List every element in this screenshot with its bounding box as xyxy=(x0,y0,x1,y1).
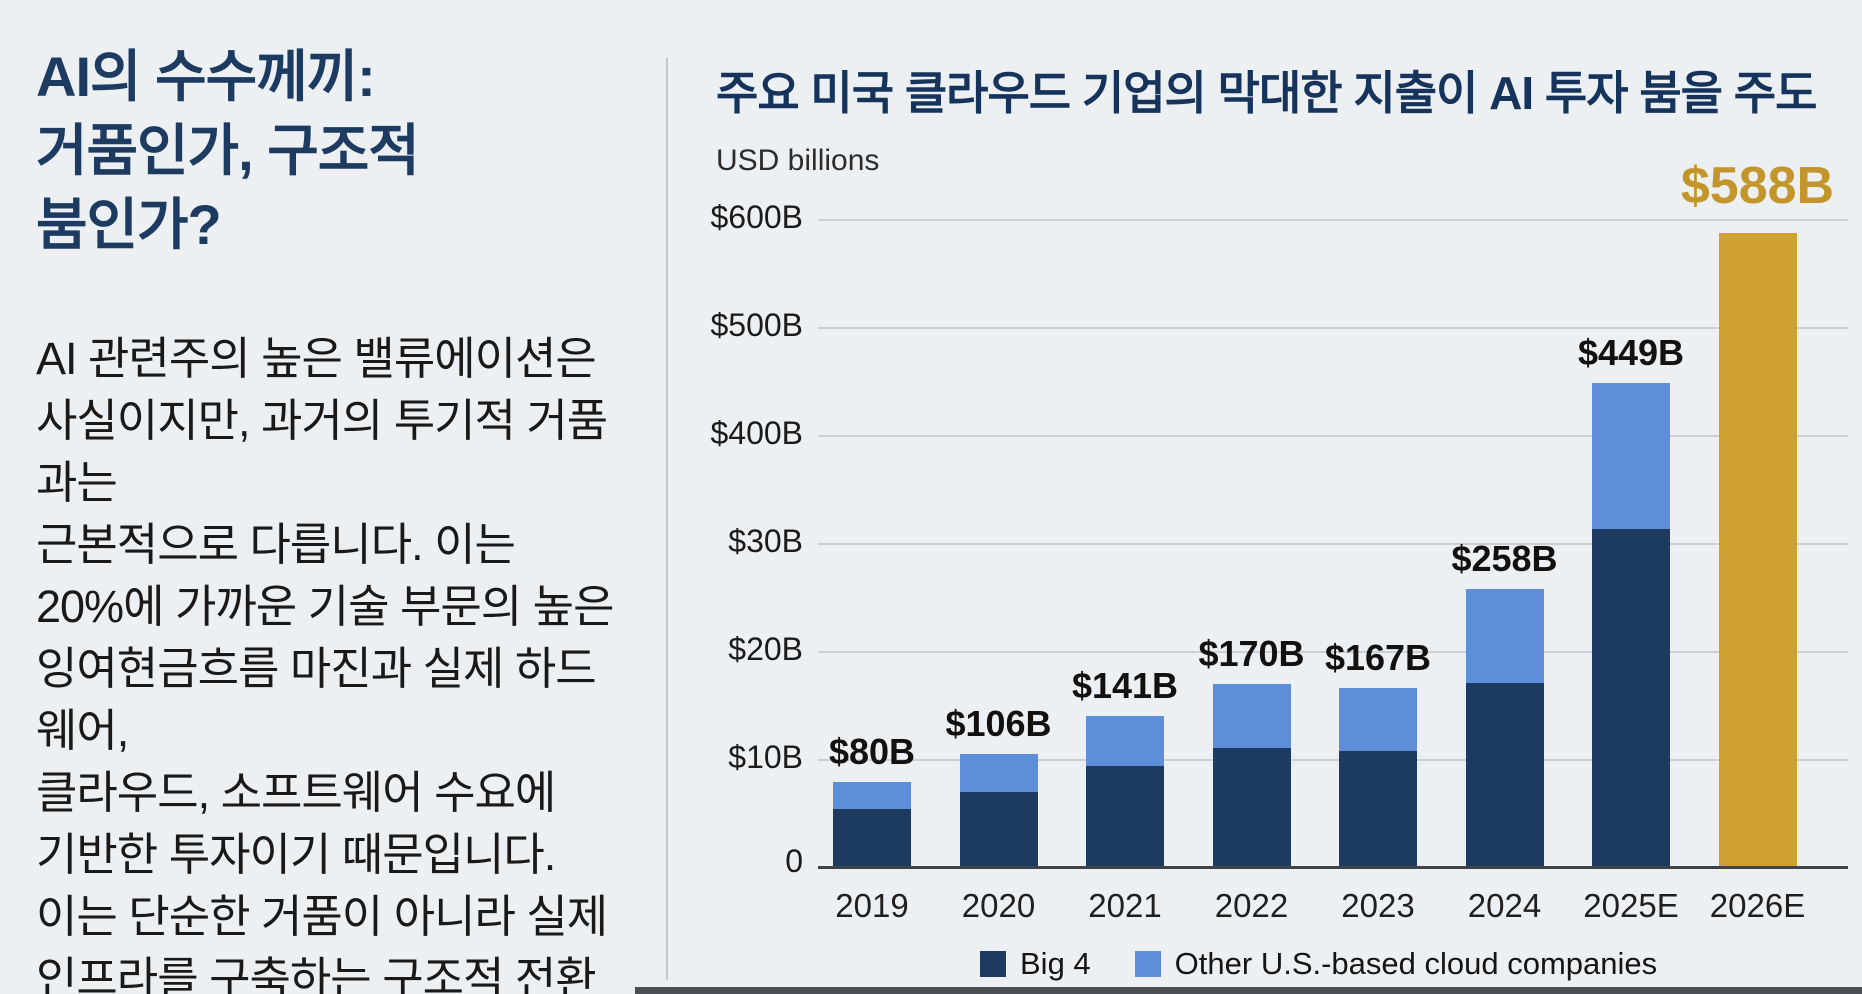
y-tick-label: $30B xyxy=(728,523,803,559)
x-tick-label-2025E: 2025E xyxy=(1583,887,1679,924)
legend-item-big4: Big 4 xyxy=(980,946,1091,982)
bar-segment-other-2021 xyxy=(1086,715,1164,767)
legend-swatch-big4 xyxy=(980,951,1006,977)
bar-segment-big4-2023 xyxy=(1339,751,1417,868)
legend-swatch-other-cloud xyxy=(1134,951,1161,977)
gridline-200 xyxy=(818,651,1848,653)
bar-segment-forecast-2026E xyxy=(1718,232,1797,868)
vertical-divider xyxy=(666,58,668,980)
bar-value-label-2022: $170B xyxy=(1198,633,1305,675)
bar-2025E xyxy=(1592,383,1670,868)
bar-segment-other-2019 xyxy=(833,781,911,809)
bar-segment-other-2023 xyxy=(1339,687,1417,752)
x-tick-label-2022: 2022 xyxy=(1214,887,1289,924)
bar-segment-big4-2020 xyxy=(959,792,1038,868)
bar-2020 xyxy=(959,753,1038,868)
bar-value-label-2025E: $449B xyxy=(1577,332,1685,374)
y-tick-zero: 0 xyxy=(785,843,803,879)
y-tick-label: $500B xyxy=(710,307,803,343)
legend-label-big4: Big 4 xyxy=(1020,946,1091,981)
chart-legend: Big 4 Other U.S.-based cloud companies xyxy=(980,946,1657,982)
gridline-500 xyxy=(818,327,1848,329)
y-tick-label: $600B xyxy=(710,199,803,235)
bottom-edge-strip xyxy=(635,987,1862,994)
x-tick-label-2021: 2021 xyxy=(1088,887,1162,924)
commentary-paragraph: AI 관련주의 높은 밸류에이션은 사실이지만, 과거의 투기적 거품과는 근본… xyxy=(36,333,614,994)
x-tick-label-2026E: 2026E xyxy=(1709,887,1806,924)
y-axis-unit-label: USD billions xyxy=(716,144,880,177)
bar-value-label-2019: $80B xyxy=(828,730,916,772)
x-tick-label-2023: 2023 xyxy=(1341,887,1415,924)
gridline-300 xyxy=(818,543,1848,545)
bar-segment-other-2022 xyxy=(1212,684,1291,749)
bar-segment-big4-2022 xyxy=(1212,748,1291,868)
legend-label-other-cloud: Other U.S.-based cloud companies xyxy=(1174,946,1658,981)
bar-2019 xyxy=(833,781,911,868)
gridline-600 xyxy=(818,219,1848,221)
bar-segment-big4-2025E xyxy=(1592,528,1670,868)
x-tick-label-2024: 2024 xyxy=(1467,887,1542,924)
x-tick-label-2020: 2020 xyxy=(961,887,1036,924)
y-tick-label: $10B xyxy=(728,739,803,775)
bar-2022 xyxy=(1212,684,1291,868)
chart-title: 주요 미국 클라우드 기업의 막대한 지출이 AI 투자 붐을 주도 xyxy=(716,67,1817,119)
page-title: AI의 수수께끼: 거품인가, 구조적 붐인가? xyxy=(36,45,420,256)
y-tick-label: $400B xyxy=(710,415,803,451)
bar-segment-other-2020 xyxy=(959,753,1038,793)
gridline-400 xyxy=(818,435,1848,437)
bar-segment-other-2024 xyxy=(1465,589,1544,684)
bar-value-label-2021: $141B xyxy=(1071,664,1179,706)
bar-value-label-2020: $106B xyxy=(945,702,1052,744)
bar-segment-big4-2021 xyxy=(1086,766,1164,868)
bar-segment-big4-2019 xyxy=(833,808,911,868)
bar-value-label-2024: $258B xyxy=(1451,538,1558,580)
legend-item-other-cloud: Other U.S.-based cloud companies xyxy=(1134,946,1658,982)
bar-2021 xyxy=(1086,715,1164,868)
y-tick-label: $20B xyxy=(728,631,803,667)
bar-segment-big4-2024 xyxy=(1465,683,1544,868)
x-axis-line xyxy=(818,866,1848,869)
bar-2026E xyxy=(1718,232,1797,868)
bar-value-label-2023: $167B xyxy=(1324,636,1432,678)
bar-2023 xyxy=(1339,687,1417,868)
gridline-100 xyxy=(818,759,1848,761)
bar-segment-other-2025E xyxy=(1592,383,1670,529)
bar-value-label-2026E: $588B xyxy=(1680,156,1835,215)
bar-2024 xyxy=(1465,589,1544,868)
x-tick-label-2019: 2019 xyxy=(835,887,909,924)
